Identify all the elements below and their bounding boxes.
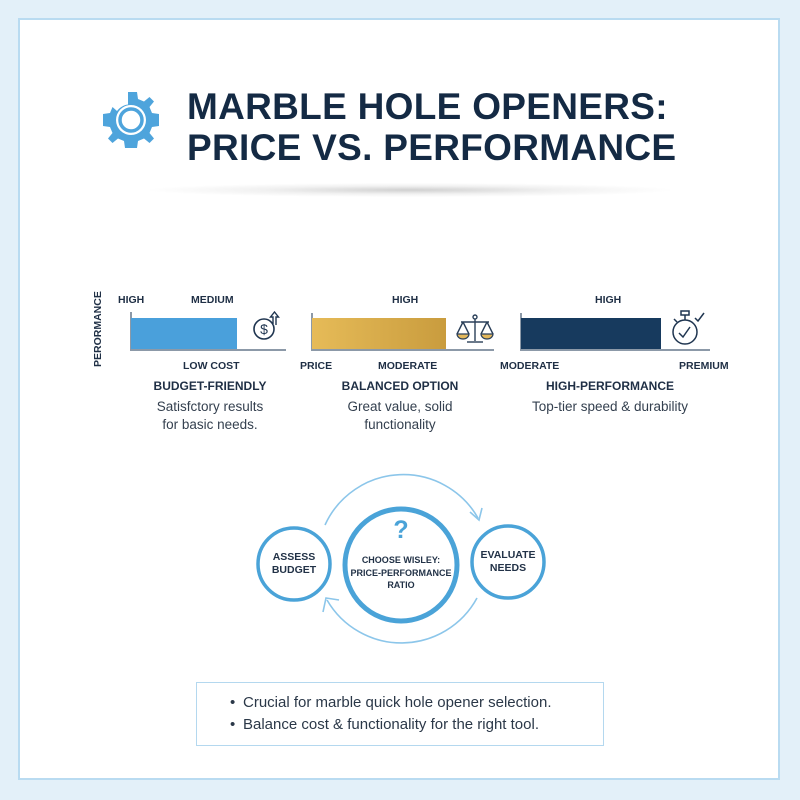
- note-item: Crucial for marble quick hole opener sel…: [230, 692, 603, 714]
- notes-list: Crucial for marble quick hole opener sel…: [197, 683, 603, 736]
- price-axis-label: PRICE: [300, 360, 333, 372]
- evaluate-needs-step: EVALUATE NEEDS: [480, 549, 536, 574]
- stopwatch-check-icon: [672, 310, 705, 345]
- balanced-axis-bottom: [311, 349, 494, 351]
- balanced-description: Great value, solid functionality: [347, 399, 453, 432]
- balanced-top-label: HIGH: [392, 294, 419, 306]
- high-perf-description: Top-tier speed & durability: [531, 399, 689, 414]
- balanced-price-label: MODERATE: [378, 360, 438, 372]
- infographic-card: [18, 18, 780, 780]
- budget-top-label: MEDIUM: [191, 294, 234, 306]
- balance-scale-icon: [456, 314, 494, 343]
- title-divider-shadow: [150, 183, 670, 197]
- note-item: Balance cost & functionality for the rig…: [230, 714, 603, 736]
- high-perf-axis-bottom: [520, 349, 710, 351]
- high-perf-top-label: HIGH: [595, 294, 622, 306]
- svg-text:$: $: [260, 321, 268, 337]
- high-perf-price-label: PREMIUM: [679, 360, 729, 372]
- budget-price-label: LOW COST: [183, 360, 240, 372]
- high-perf-axis-left: [520, 313, 522, 350]
- choose-wisely-step: CHOOSE WISLEY: PRICE-PERFORMANCE RATIO: [350, 555, 452, 591]
- budget-axis-bottom: [130, 349, 286, 351]
- budget-title: BUDGET-FRIENDLY: [153, 379, 267, 393]
- high-perf-title: HIGH-PERFORMANCE: [546, 379, 674, 393]
- notes-box: Crucial for marble quick hole opener sel…: [196, 682, 604, 746]
- high-perf-left-label: MODERATE: [500, 360, 560, 372]
- left-circle: [256, 526, 332, 602]
- page-title: MARBLE HOLE OPENERS: PRICE VS. PERFORMAN…: [187, 86, 677, 168]
- budget-description: Satisfctory results for basic needs.: [156, 399, 264, 432]
- assess-budget-step: ASSESS BUDGET: [271, 551, 317, 576]
- balanced-title: BALANCED OPTION: [341, 379, 459, 393]
- high-perf-bar: [521, 318, 661, 349]
- performance-high-label: HIGH: [118, 294, 145, 306]
- center-circle: [342, 506, 460, 624]
- balanced-axis-left: [311, 313, 313, 350]
- gear-icon: [103, 92, 159, 148]
- budget-bar: [131, 318, 237, 349]
- right-circle: [470, 524, 546, 600]
- question-mark-icon: ?: [393, 516, 409, 544]
- dollar-up-icon: $: [253, 311, 280, 340]
- balanced-bar: [312, 318, 446, 349]
- budget-axis-left: [130, 312, 132, 350]
